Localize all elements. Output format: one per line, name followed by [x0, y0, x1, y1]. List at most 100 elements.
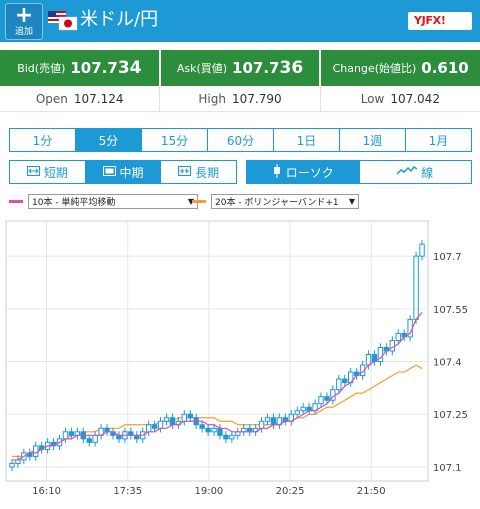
japan-flag-icon: [58, 16, 78, 31]
tab-mid-term[interactable]: 中期: [84, 161, 161, 183]
line-icon: [396, 165, 418, 179]
sma-select[interactable]: 10本 - 単純平均移動 ▼: [28, 193, 198, 209]
candle-body: [336, 378, 342, 391]
sma-line: [11, 311, 423, 461]
bb-select-value: 20本 - ボリンジャーバンド+1: [215, 197, 339, 208]
low-cell: Low 107.042: [319, 86, 480, 111]
x-tick-label: 19:00: [194, 486, 223, 497]
candle-body: [151, 424, 158, 429]
tab-60min[interactable]: 60分: [207, 129, 273, 151]
change-label: Change(始値比): [332, 62, 417, 75]
candle-body: [169, 417, 176, 426]
bb-color-swatch: [192, 199, 206, 203]
ask-label: Ask(買値): [176, 62, 228, 75]
y-tick-label: 107.4: [433, 358, 462, 369]
candle-icon: [272, 163, 282, 181]
bb-select[interactable]: 20本 - ボリンジャーバンド+1 ▼: [211, 193, 359, 209]
open-label: Open: [35, 91, 68, 106]
high-cell: High 107.790: [159, 86, 319, 111]
line-label: 線: [421, 165, 434, 180]
candle-body: [395, 332, 401, 341]
tab-line[interactable]: 線: [358, 161, 472, 183]
chart-canvas[interactable]: 107.7 107.55 107.4 107.25 107.1 16:10 17:35 19:…: [0, 215, 480, 509]
long-term-label: 長期: [195, 165, 220, 180]
mid-term-label: 中期: [119, 165, 144, 180]
bid-label: Bid(売値): [17, 62, 66, 75]
candle-body: [258, 420, 265, 429]
candle-body: [145, 424, 152, 433]
high-value: 107.790: [231, 91, 282, 106]
y-tick-label: 107.55: [433, 305, 468, 316]
tab-1month[interactable]: 1月: [405, 129, 471, 151]
candle-body: [187, 413, 193, 419]
expand-icon: [26, 165, 40, 179]
bb-indicator-row: 20本 - ボリンジャーバンド+1 ▼: [192, 193, 359, 209]
change-cell: Change(始値比) 0.610: [319, 50, 480, 86]
add-button-label: 追加: [14, 27, 33, 37]
tab-long-term[interactable]: 長期: [160, 161, 236, 183]
candle-body: [33, 445, 39, 457]
candle-body: [264, 417, 271, 422]
candle-body: [68, 431, 75, 436]
header-bar: + 追加 米ドル/円 YJFX!: [0, 0, 480, 42]
ask-value: 107.736: [232, 58, 304, 78]
sma-color-swatch: [9, 199, 23, 203]
candle-body: [318, 396, 324, 405]
chevron-down-icon: ▼: [348, 196, 355, 206]
chart-style-tabs: ローソク 線: [246, 160, 472, 184]
tab-1day[interactable]: 1日: [273, 129, 339, 151]
tab-1week[interactable]: 1週: [339, 129, 405, 151]
change-value: 0.610: [421, 59, 469, 77]
add-button[interactable]: + 追加: [5, 3, 43, 40]
candle-body: [86, 438, 92, 443]
open-value: 107.124: [73, 91, 124, 106]
stats-bar: Open 107.124 High 107.790 Low 107.042: [0, 86, 480, 112]
range-tabs: 短期 中期 長期: [9, 160, 237, 184]
candle-body: [419, 243, 425, 257]
chevron-down-icon: ▼: [187, 196, 194, 206]
compress-icon: [178, 165, 192, 179]
candle-body: [211, 427, 217, 433]
x-tick-label: 17:35: [113, 486, 142, 497]
candle-body: [324, 396, 330, 401]
plot-area: [5, 220, 429, 482]
yjfx-logo: YJFX!: [408, 12, 472, 30]
candle-body: [223, 434, 229, 440]
short-term-label: 短期: [43, 165, 68, 180]
candle-body: [342, 378, 348, 384]
x-tick-label: 21:50: [357, 486, 386, 497]
price-chart[interactable]: 107.7 107.55 107.4 107.25 107.1 16:10 17:35 19:…: [0, 215, 480, 509]
x-tick-label: 16:10: [32, 486, 61, 497]
candle-body: [205, 427, 211, 433]
candle-body: [199, 424, 205, 429]
sma-indicator-row: 10本 - 単純平均移動 ▼: [9, 193, 198, 209]
quote-bar: Bid(売値) 107.734 Ask(買値) 107.736 Change(始…: [0, 50, 480, 86]
tab-5min[interactable]: 5分: [75, 129, 141, 151]
currency-flags-icon: [48, 11, 78, 31]
candle-body: [62, 431, 69, 440]
candlestick-label: ローソク: [285, 165, 334, 180]
tab-1min[interactable]: 1分: [32, 133, 53, 148]
rectangle-icon: [102, 165, 116, 179]
bollinger-band-line: [11, 364, 423, 458]
candle-body: [217, 427, 223, 436]
candle-body: [389, 339, 396, 352]
timeframe-tabs: 1分 5分 15分 60分 1日 1週 1月: [9, 128, 472, 152]
y-tick-label: 107.7: [433, 252, 462, 263]
candle-body: [270, 417, 277, 426]
tab-candlestick[interactable]: ローソク: [247, 161, 359, 183]
low-value: 107.042: [390, 91, 440, 106]
tab-short-term[interactable]: 短期: [10, 161, 85, 183]
bid-value: 107.734: [70, 58, 142, 78]
candle-body: [9, 462, 15, 468]
low-label: Low: [360, 91, 385, 106]
candle-body: [300, 406, 306, 412]
open-cell: Open 107.124: [0, 86, 159, 111]
candle-body: [294, 410, 300, 415]
x-tick-label: 20:25: [276, 486, 305, 497]
tab-15min[interactable]: 15分: [141, 129, 207, 151]
bid-cell: Bid(売値) 107.734: [0, 50, 159, 86]
currency-pair-title[interactable]: 米ドル/円: [80, 9, 159, 30]
sma-select-value: 10本 - 単純平均移動: [32, 197, 116, 208]
